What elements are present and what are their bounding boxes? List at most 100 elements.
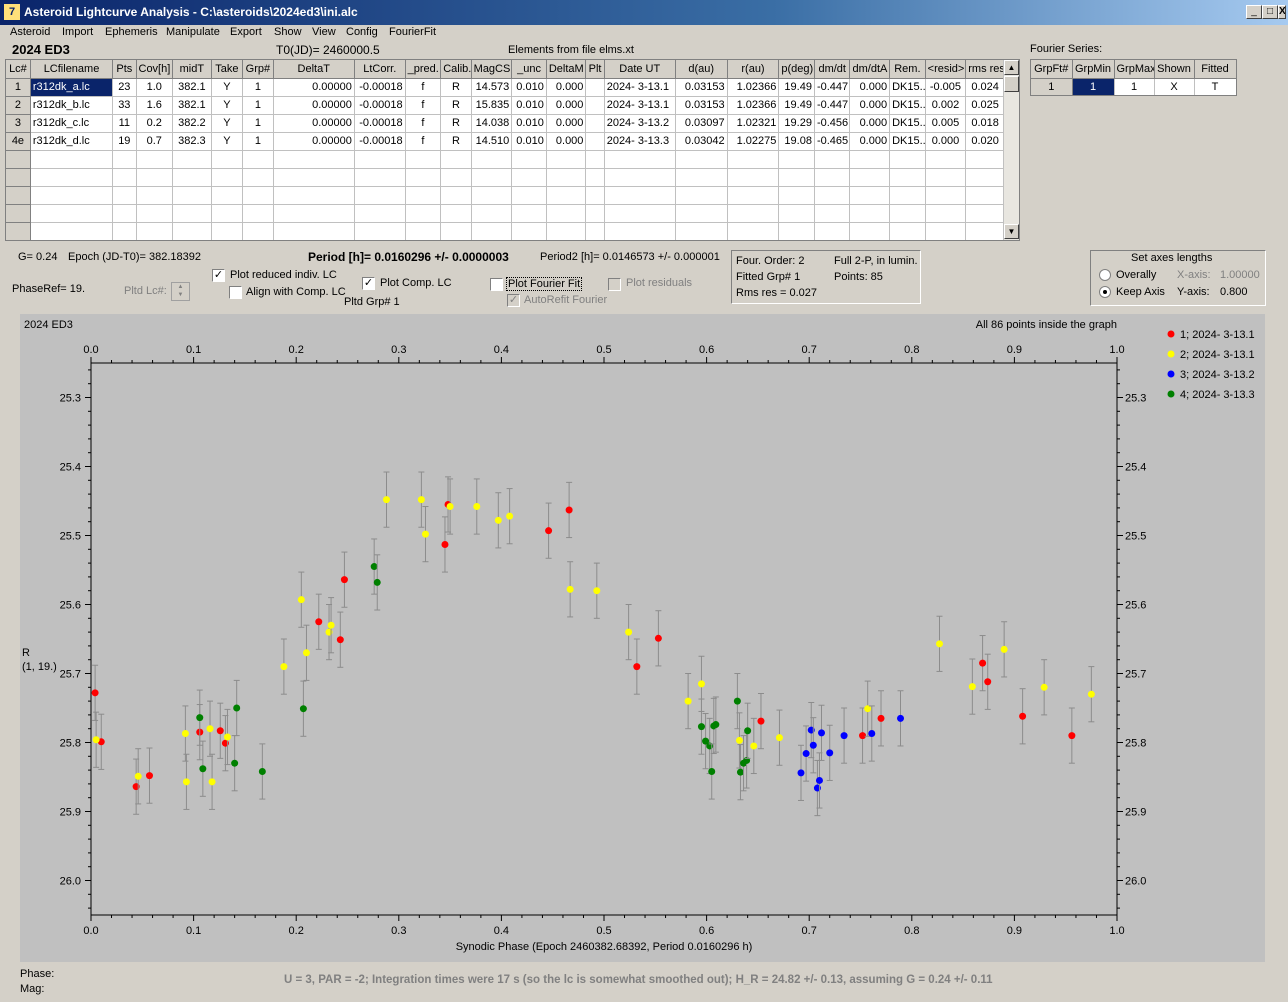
table-cell[interactable]: 0.000	[925, 132, 967, 151]
table-cell[interactable]	[273, 168, 355, 187]
table-cell[interactable]	[172, 150, 212, 169]
table-cell[interactable]: 19.49	[778, 78, 815, 97]
table-cell[interactable]	[405, 222, 442, 240]
column-header[interactable]: DeltaM	[546, 60, 587, 79]
table-row[interactable]: 1 r312dk_a.lc 23 1.0 382.1 Y 1 0.00000 -0.00018 f…	[6, 78, 1005, 97]
lightcurve-plot[interactable]: 2024 ED3 All 86 points inside the graph 0.…	[20, 314, 1265, 962]
table-cell[interactable]	[585, 96, 605, 115]
table-cell[interactable]	[440, 150, 472, 169]
table-cell[interactable]	[585, 168, 605, 187]
table-cell[interactable]: 0.010	[511, 132, 547, 151]
table-cell[interactable]: 0.7	[136, 132, 174, 151]
table-cell[interactable]	[471, 204, 513, 223]
table-cell[interactable]: -0.465	[814, 132, 851, 151]
table-cell[interactable]	[604, 168, 676, 187]
table-cell[interactable]	[172, 186, 212, 205]
table-cell[interactable]	[890, 240, 926, 241]
fourier-column-header[interactable]: Fitted	[1194, 60, 1236, 79]
table-cell[interactable]: 382.1	[172, 96, 212, 115]
overally-radio[interactable]	[1099, 269, 1111, 281]
table-cell[interactable]: 19.29	[778, 114, 815, 133]
table-cell[interactable]	[512, 240, 547, 241]
table-cell[interactable]	[778, 186, 815, 205]
fourier-cell[interactable]: T	[1194, 78, 1236, 95]
table-cell[interactable]: -0.00018	[354, 96, 406, 115]
table-cell[interactable]	[778, 204, 815, 223]
table-cell[interactable]: 0.00000	[273, 132, 355, 151]
table-cell[interactable]	[965, 222, 1005, 240]
table-cell[interactable]	[405, 168, 442, 187]
table-cell[interactable]	[112, 204, 137, 223]
scroll-down-icon[interactable]: ▼	[1004, 224, 1019, 239]
table-cell[interactable]: r312dk_a.lc	[30, 78, 114, 97]
column-header[interactable]: Pts	[112, 60, 137, 79]
column-header[interactable]: d(au)	[675, 60, 728, 79]
table-cell[interactable]	[675, 150, 728, 169]
table-cell[interactable]: 0.00000	[273, 78, 355, 97]
table-cell[interactable]: 19.08	[778, 132, 815, 151]
table-cell[interactable]: DK15...	[889, 114, 926, 133]
table-cell[interactable]	[471, 240, 512, 241]
menu-config[interactable]: Config	[346, 26, 378, 38]
fourier-column-header[interactable]: GrpFt#	[1031, 60, 1073, 79]
maximize-button[interactable]: □	[1262, 5, 1278, 19]
table-cell[interactable]	[6, 222, 31, 240]
table-cell[interactable]	[814, 186, 851, 205]
table-cell[interactable]	[925, 204, 967, 223]
table-cell[interactable]	[6, 240, 30, 241]
table-cell[interactable]: 1.02321	[727, 114, 780, 133]
table-cell[interactable]: Y	[211, 132, 244, 151]
table-cell[interactable]	[136, 222, 174, 240]
table-cell[interactable]: 0.000	[546, 114, 587, 133]
align-comp-checkbox[interactable]	[229, 286, 242, 299]
column-header[interactable]: LtCorr.	[354, 60, 406, 79]
table-cell[interactable]: 0.000	[849, 114, 891, 133]
table-cell[interactable]	[778, 222, 815, 240]
table-cell[interactable]	[966, 240, 1005, 241]
table-cell[interactable]: 0.024	[965, 78, 1005, 97]
table-cell[interactable]	[779, 240, 815, 241]
table-cell[interactable]	[727, 222, 780, 240]
table-cell[interactable]: R	[440, 132, 472, 151]
fourier-column-header[interactable]: Shown	[1154, 60, 1195, 79]
table-cell[interactable]	[273, 240, 354, 241]
table-cell[interactable]	[471, 150, 513, 169]
menu-show[interactable]: Show	[274, 26, 302, 38]
table-cell[interactable]	[172, 168, 212, 187]
table-cell[interactable]	[925, 150, 967, 169]
keep-axis-radio[interactable]	[1099, 286, 1111, 298]
table-cell[interactable]: 33	[112, 96, 137, 115]
table-cell[interactable]	[6, 150, 31, 169]
menu-manipulate[interactable]: Manipulate	[166, 26, 220, 38]
column-header[interactable]: dm/dt	[814, 60, 851, 79]
table-cell[interactable]	[471, 168, 513, 187]
table-cell[interactable]	[925, 186, 967, 205]
table-cell[interactable]	[604, 222, 676, 240]
table-cell[interactable]	[889, 150, 926, 169]
table-cell[interactable]: 1.02366	[727, 78, 780, 97]
table-cell[interactable]: 0.00000	[273, 96, 355, 115]
table-cell[interactable]	[814, 222, 851, 240]
column-header[interactable]: Plt	[585, 60, 605, 79]
table-cell[interactable]	[675, 204, 728, 223]
table-cell[interactable]	[849, 204, 891, 223]
table-cell[interactable]: R	[440, 78, 472, 97]
table-cell[interactable]	[172, 204, 212, 223]
table-cell[interactable]: -0.00018	[354, 78, 406, 97]
table-cell[interactable]	[727, 150, 780, 169]
table-cell[interactable]	[849, 222, 891, 240]
table-cell[interactable]: 382.2	[172, 114, 212, 133]
table-cell[interactable]	[6, 204, 31, 223]
table-cell[interactable]: 1.02366	[727, 96, 780, 115]
table-cell[interactable]: 382.3	[172, 132, 212, 151]
table-cell[interactable]: f	[405, 132, 442, 151]
table-cell[interactable]	[136, 240, 173, 241]
menu-view[interactable]: View	[312, 26, 336, 38]
table-cell[interactable]	[889, 168, 926, 187]
table-cell[interactable]	[211, 204, 244, 223]
table-row-empty[interactable]	[6, 240, 1005, 241]
table-cell[interactable]: 11	[112, 114, 137, 133]
scroll-thumb[interactable]	[1004, 76, 1019, 92]
column-header[interactable]: p(deg)	[778, 60, 815, 79]
